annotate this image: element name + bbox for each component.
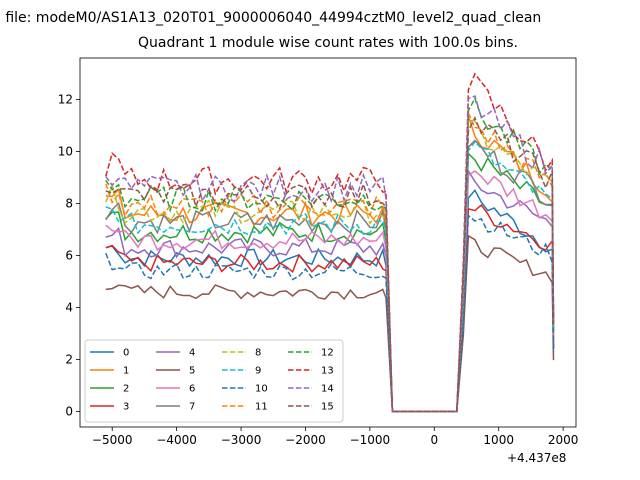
series-line-5 [105, 234, 555, 413]
x-tick-label: 1000 [483, 433, 514, 447]
legend-label-12: 12 [321, 348, 334, 359]
series-line-1 [105, 115, 555, 413]
legend-label-2: 2 [123, 384, 129, 395]
chart-title: Quadrant 1 module wise count rates with … [138, 35, 518, 51]
legend-label-0: 0 [123, 348, 129, 359]
legend-label-5: 5 [189, 366, 195, 377]
y-tick-label: 2 [65, 352, 73, 366]
series-line-15 [105, 116, 555, 413]
legend-label-1: 1 [123, 366, 129, 377]
series-line-10 [105, 214, 555, 413]
y-tick-label: 4 [65, 300, 73, 314]
y-tick-label: 0 [65, 404, 73, 418]
y-tick-label: 8 [65, 197, 73, 211]
plot-frame [79, 57, 577, 428]
legend-label-7: 7 [189, 402, 195, 413]
x-axis-offset-label: +4.437e8 [507, 451, 567, 465]
legend-label-11: 11 [255, 402, 268, 413]
series-line-12 [105, 96, 555, 413]
x-tick-label: 0 [430, 433, 438, 447]
x-tick-label: −3000 [221, 433, 262, 447]
legend-label-15: 15 [321, 402, 334, 413]
figure-suptitle: n file: modeM0/AS1A13_020T01_9000006040_… [0, 10, 542, 26]
x-tick-label: −5000 [92, 433, 133, 447]
y-tick-label: 6 [65, 248, 73, 262]
legend-label-10: 10 [255, 384, 268, 395]
legend-label-8: 8 [255, 348, 261, 359]
x-axis: −5000 −4000 −3000 −2000 −1000 0 1000 2000 [92, 427, 578, 447]
x-tick-label: 2000 [548, 433, 579, 447]
series-line-2 [105, 151, 555, 413]
legend-box [84, 339, 344, 423]
legend-label-4: 4 [189, 348, 195, 359]
series-lines [105, 72, 555, 413]
x-tick-label: −4000 [156, 433, 197, 447]
legend-label-3: 3 [123, 402, 129, 413]
series-line-13 [105, 72, 555, 413]
y-axis: 0 2 4 6 8 10 12 [58, 93, 80, 418]
x-tick-label: −1000 [350, 433, 391, 447]
series-line-9 [105, 140, 555, 413]
legend-label-13: 13 [321, 366, 334, 377]
series-line-8 [105, 119, 555, 413]
x-tick-label: −2000 [285, 433, 326, 447]
y-tick-label: 10 [58, 145, 73, 159]
legend-label-14: 14 [321, 384, 334, 395]
y-tick-label: 12 [58, 93, 73, 107]
series-line-6 [105, 170, 555, 413]
legend-label-6: 6 [189, 384, 195, 395]
legend-label-9: 9 [255, 366, 261, 377]
series-line-3 [105, 204, 555, 413]
